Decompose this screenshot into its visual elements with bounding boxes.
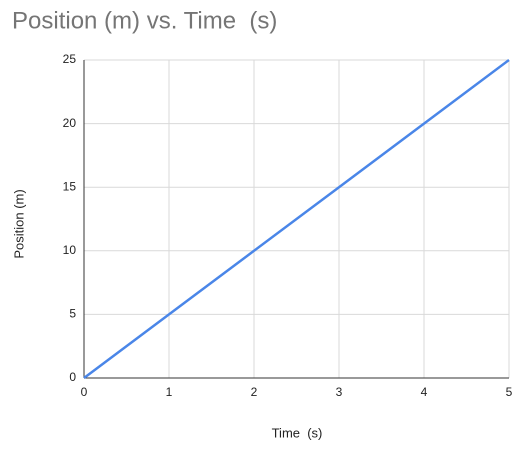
- y-tick-label: 20: [63, 116, 77, 130]
- x-tick-label: 5: [506, 385, 513, 399]
- x-tick-label: 1: [166, 385, 173, 399]
- y-tick-label: 5: [69, 307, 76, 321]
- x-axis-title: Time (s): [272, 425, 323, 440]
- chart-title: Position (m) vs. Time (s): [12, 7, 277, 34]
- x-tick-label: 3: [336, 385, 343, 399]
- x-tick-label: 4: [421, 385, 428, 399]
- y-tick-label: 15: [63, 179, 77, 193]
- y-tick-label: 25: [63, 52, 77, 66]
- y-axis-title: Position (m): [11, 189, 26, 258]
- x-tick-label: 2: [251, 385, 258, 399]
- x-tick-label: 0: [81, 385, 88, 399]
- y-tick-label: 10: [63, 243, 77, 257]
- y-tick-label: 0: [69, 370, 76, 384]
- data-line: [83, 58, 510, 380]
